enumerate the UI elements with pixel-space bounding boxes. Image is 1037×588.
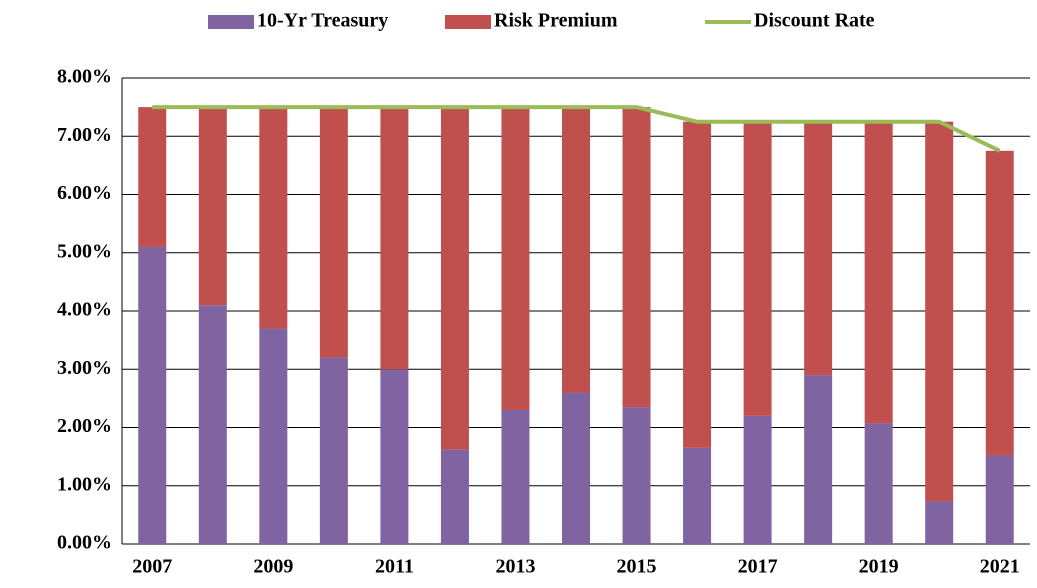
bar bbox=[622, 107, 651, 408]
bar bbox=[925, 121, 954, 502]
bar bbox=[683, 447, 712, 544]
bar bbox=[319, 357, 348, 544]
bar bbox=[440, 107, 469, 450]
y-tick-label: 4.00% bbox=[57, 299, 112, 321]
bar bbox=[743, 121, 772, 416]
x-tick-label: 2013 bbox=[495, 556, 535, 578]
bar bbox=[985, 150, 1014, 456]
bar bbox=[440, 449, 469, 544]
bar bbox=[925, 501, 954, 544]
bar bbox=[622, 407, 651, 544]
y-tick-label: 7.00% bbox=[57, 124, 112, 146]
x-tick-label: 2009 bbox=[253, 556, 293, 578]
x-tick-label: 2021 bbox=[980, 556, 1020, 578]
y-tick-label: 2.00% bbox=[57, 415, 112, 437]
bar bbox=[804, 375, 833, 544]
bar bbox=[380, 107, 409, 370]
bar bbox=[562, 392, 590, 544]
x-tick-label: 2019 bbox=[859, 556, 899, 578]
bar bbox=[864, 423, 893, 544]
bar bbox=[198, 107, 227, 306]
bar bbox=[985, 455, 1014, 544]
y-tick-label: 1.00% bbox=[57, 473, 112, 495]
bar bbox=[319, 107, 348, 358]
bar bbox=[198, 305, 227, 544]
x-tick-label: 2017 bbox=[738, 556, 778, 578]
bar bbox=[138, 107, 167, 247]
bar bbox=[804, 121, 833, 376]
bar bbox=[138, 246, 167, 545]
bar bbox=[259, 107, 288, 329]
legend-label: 10-Yr Treasury bbox=[257, 10, 388, 32]
legend-marker bbox=[208, 15, 254, 29]
x-tick-label: 2011 bbox=[375, 556, 414, 578]
bar bbox=[683, 121, 712, 448]
bar bbox=[743, 415, 772, 544]
y-tick-label: 3.00% bbox=[57, 357, 112, 379]
bar bbox=[562, 107, 590, 393]
legend-marker bbox=[445, 15, 491, 29]
legend-label: Risk Premium bbox=[494, 10, 618, 32]
y-tick-label: 8.00% bbox=[57, 66, 112, 88]
bar bbox=[501, 107, 530, 411]
bar bbox=[501, 410, 530, 544]
x-tick-label: 2015 bbox=[617, 556, 657, 578]
bar bbox=[259, 328, 288, 544]
y-tick-label: 6.00% bbox=[57, 182, 112, 204]
legend-label: Discount Rate bbox=[754, 10, 875, 32]
bar bbox=[864, 121, 893, 424]
x-tick-label: 2007 bbox=[132, 556, 172, 578]
y-tick-label: 5.00% bbox=[57, 240, 112, 262]
line bbox=[152, 105, 1001, 153]
bar bbox=[380, 369, 409, 544]
y-tick-label: 0.00% bbox=[57, 532, 112, 554]
